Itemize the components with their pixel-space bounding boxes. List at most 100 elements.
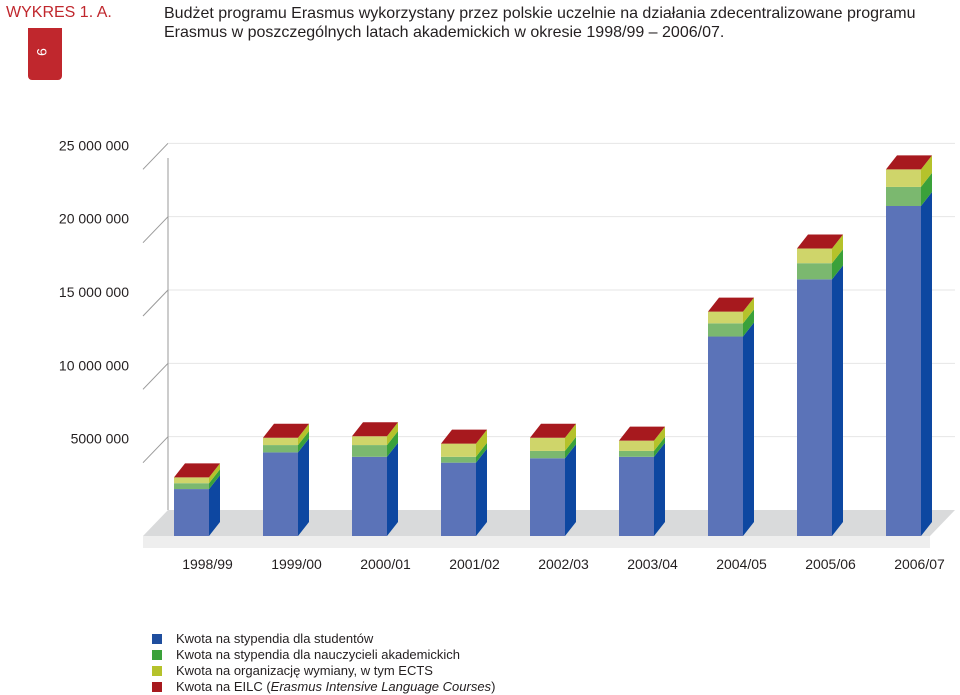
legend-label-eilc-italic: Erasmus Intensive Language Courses (270, 679, 492, 694)
bar-segment-front (797, 263, 832, 280)
bar-segment-side (298, 431, 309, 453)
bar-segment-side (743, 322, 754, 536)
legend: Kwota na stypendia dla studentów Kwota n… (152, 631, 495, 695)
bar-segment-side (743, 297, 754, 324)
bar-top-cap (263, 423, 309, 438)
bar-segment-front (886, 186, 921, 206)
x-tick-label: 2003/04 (627, 556, 678, 572)
x-tick-label: 1999/00 (271, 556, 322, 572)
bar-top-cap (619, 426, 665, 441)
legend-swatch-teachers (152, 650, 162, 660)
bar-segment-front (441, 443, 476, 457)
bar-segment-side (921, 192, 932, 536)
bar-segment-front (352, 456, 387, 536)
x-tick-label: 2005/06 (805, 556, 856, 572)
bar-segment-front (530, 437, 565, 451)
legend-label-eilc-start: Kwota na EILC ( (176, 679, 271, 694)
bar-segment-side (743, 309, 754, 337)
legend-label-eilc-end: ) (491, 679, 496, 694)
bar-segment-front (708, 311, 743, 324)
y-tick-label: 10 000 000 (59, 357, 129, 373)
bar-segment-side (209, 469, 220, 490)
bar-segment-front (174, 483, 209, 490)
bar-segment-side (921, 172, 932, 206)
bar-segment-front (797, 248, 832, 264)
legend-swatch-eilc (152, 682, 162, 692)
bar-segment-front (263, 445, 298, 453)
legend-swatch-organization (152, 666, 162, 676)
x-tick-label: 2006/07 (894, 556, 945, 572)
bar-segment-side (832, 249, 843, 280)
bar-segment-front (441, 462, 476, 536)
bar-top-cap (352, 422, 398, 437)
y-tick-label: 5000 000 (71, 431, 130, 447)
figure-label: WYKRES 1. A. (6, 4, 112, 21)
bar-segment-front (352, 436, 387, 446)
legend-item-eilc: Kwota na EILC (Erasmus Intensive Languag… (152, 679, 495, 695)
bar-segment-side (298, 423, 309, 446)
bar-top-cap (174, 463, 220, 478)
bar-segment-side (209, 475, 220, 536)
bar-segment-front (886, 169, 921, 187)
left-wall (143, 158, 168, 534)
y-tick-label: 25 000 000 (59, 137, 129, 153)
gridline-depth (142, 289, 169, 317)
bar-top-cap (708, 297, 754, 312)
bar-top-cap (530, 423, 576, 438)
x-tick-label: 2000/01 (360, 556, 411, 572)
bar-segment-side (654, 426, 665, 451)
bar-segment-side (832, 265, 843, 536)
legend-item-organization: Kwota na organizację wymiany, w tym ECTS (152, 663, 495, 679)
legend-swatch-students (152, 634, 162, 644)
x-tick-label: 2002/03 (538, 556, 589, 572)
floor-front (143, 536, 930, 548)
bar-segment-front (886, 206, 921, 536)
gridline-depth (142, 362, 169, 390)
bar-segment-side (832, 234, 843, 264)
bar-top-cap (441, 429, 487, 444)
bar-segment-front (530, 458, 565, 536)
gridline-depth (142, 142, 169, 170)
bar-segment-side (921, 155, 932, 187)
bar-segment-side (476, 448, 487, 536)
bar-segment-side (476, 442, 487, 463)
bar-segment-side (565, 423, 576, 451)
legend-label-organization: Kwota na organizację wymiany, w tym ECTS (176, 663, 433, 678)
chart-title: Budżet programu Erasmus wykorzystany prz… (164, 5, 916, 41)
x-tick-label: 1998/99 (182, 556, 233, 572)
bar-segment-front (619, 440, 654, 451)
x-tick-label: 2004/05 (716, 556, 767, 572)
bar-segment-front (441, 456, 476, 463)
y-tick-label: 15 000 000 (59, 284, 129, 300)
bar-segment-side (387, 422, 398, 446)
bar-segment-side (298, 438, 309, 536)
page-tab (28, 28, 62, 80)
bar-segment-side (565, 436, 576, 459)
gridline-depth (142, 436, 169, 464)
bar-segment-front (263, 452, 298, 536)
bar-segment-side (387, 431, 398, 457)
bar-segment-side (387, 442, 398, 536)
legend-label-teachers: Kwota na stypendia dla nauczycieli akade… (176, 647, 460, 662)
bar-segment-side (654, 442, 665, 536)
legend-label-students: Kwota na stypendia dla studentów (176, 631, 374, 646)
bar-segment-side (654, 436, 665, 457)
bar-segment-front (263, 437, 298, 446)
bar-segment-front (352, 445, 387, 457)
x-tick-label: 2001/02 (449, 556, 500, 572)
bar-segment-front (797, 279, 832, 536)
bar-segment-front (174, 477, 209, 484)
y-tick-label: 20 000 000 (59, 211, 129, 227)
bar-segment-front (619, 450, 654, 457)
bar-segment-front (708, 336, 743, 536)
bar-segment-side (565, 444, 576, 536)
legend-item-teachers: Kwota na stypendia dla nauczycieli akade… (152, 647, 495, 663)
bar-segment-front (708, 323, 743, 337)
bar-segment-front (619, 456, 654, 536)
bar-segment-side (209, 463, 220, 484)
bar-segment-side (476, 429, 487, 457)
legend-label-eilc: Kwota na EILC (Erasmus Intensive Languag… (176, 679, 495, 695)
legend-item-students: Kwota na stypendia dla studentów (152, 631, 495, 647)
bar-segment-front (530, 450, 565, 459)
